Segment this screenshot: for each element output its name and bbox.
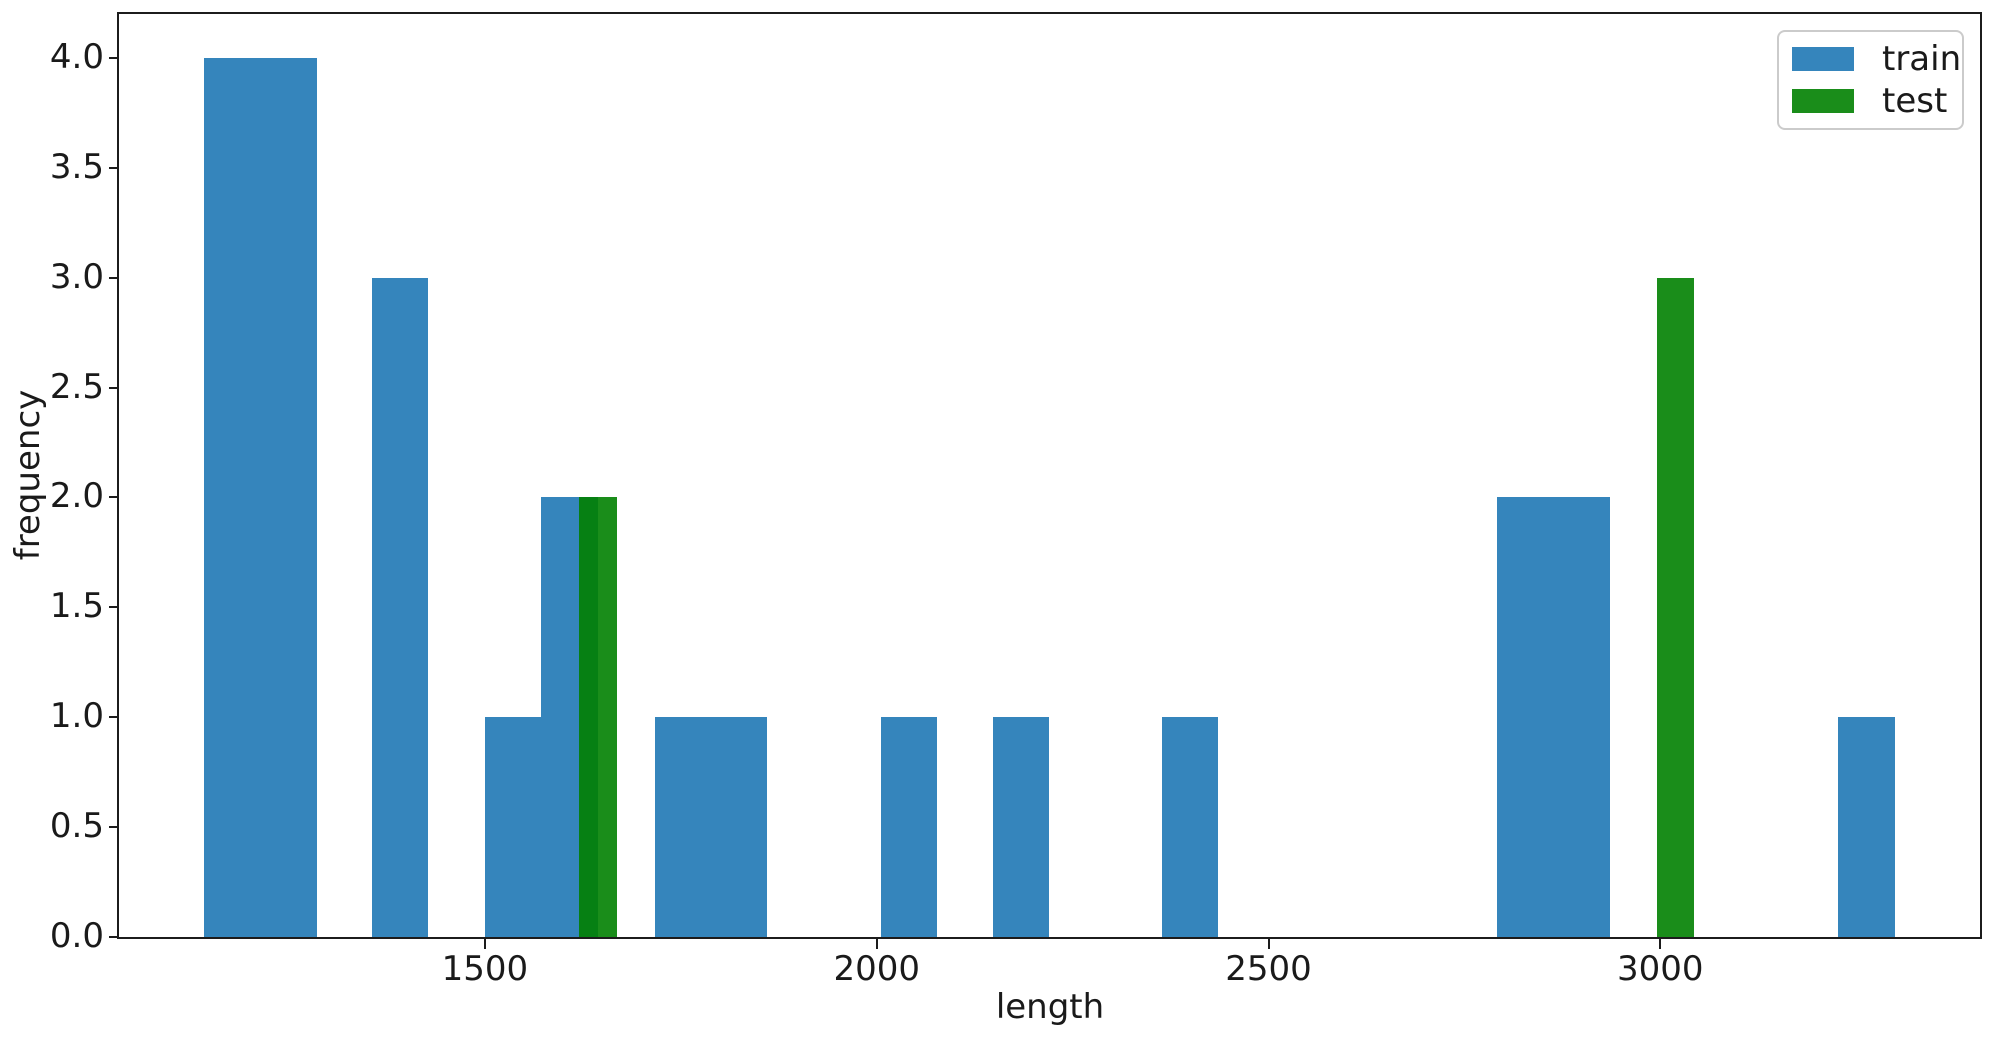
legend-label-train: train — [1882, 39, 1962, 79]
train-bar — [880, 717, 938, 937]
train-bar — [1161, 717, 1219, 937]
legend-entry-test: test — [1779, 81, 1962, 121]
y-tick-label: 3.5 — [49, 146, 104, 187]
y-tick-label: 1.5 — [49, 586, 104, 627]
train-bar — [992, 717, 1050, 937]
test-swatch-icon — [1792, 89, 1854, 113]
y-tick-mark — [109, 716, 119, 719]
y-tick-mark — [109, 936, 119, 938]
y-tick-mark — [109, 606, 119, 609]
legend-entry-train: train — [1779, 39, 1962, 79]
y-tick-label: 0.5 — [49, 806, 104, 847]
y-tick-mark — [109, 826, 119, 829]
test-bar-overlap — [578, 497, 598, 937]
x-tick-mark — [1659, 939, 1662, 949]
y-axis-title: frequency — [8, 389, 48, 561]
y-tick-mark — [109, 496, 119, 499]
x-tick-label: 3000 — [1617, 949, 1704, 989]
plot-area-frame — [117, 12, 1982, 939]
legend: train test — [1777, 30, 1964, 130]
legend-label-test: test — [1882, 81, 1948, 121]
y-tick-label: 0.0 — [49, 916, 104, 956]
test-bar — [1657, 277, 1694, 937]
y-tick-label: 2.5 — [49, 366, 104, 407]
train-bar — [1838, 717, 1895, 937]
x-axis-title: length — [995, 987, 1105, 1027]
train-bar — [1497, 497, 1611, 937]
x-tick-label: 2000 — [833, 949, 920, 989]
x-tick-label: 1500 — [441, 949, 529, 989]
y-tick-label: 4.0 — [49, 36, 104, 77]
x-tick-label: 2500 — [1225, 949, 1312, 989]
train-bar — [203, 57, 318, 937]
y-tick-label: 2.0 — [49, 476, 104, 517]
y-tick-mark — [109, 56, 119, 59]
y-tick-label: 3.0 — [49, 256, 104, 297]
x-tick-mark — [483, 939, 486, 949]
x-tick-mark — [875, 939, 878, 949]
train-bar — [484, 717, 542, 937]
y-tick-label: 1.0 — [49, 696, 104, 737]
train-swatch-icon — [1792, 47, 1854, 71]
x-tick-mark — [1267, 939, 1270, 949]
y-tick-mark — [109, 386, 119, 389]
y-tick-mark — [109, 276, 119, 279]
train-bar — [372, 277, 428, 937]
y-tick-mark — [109, 166, 119, 169]
train-bar — [654, 717, 767, 937]
